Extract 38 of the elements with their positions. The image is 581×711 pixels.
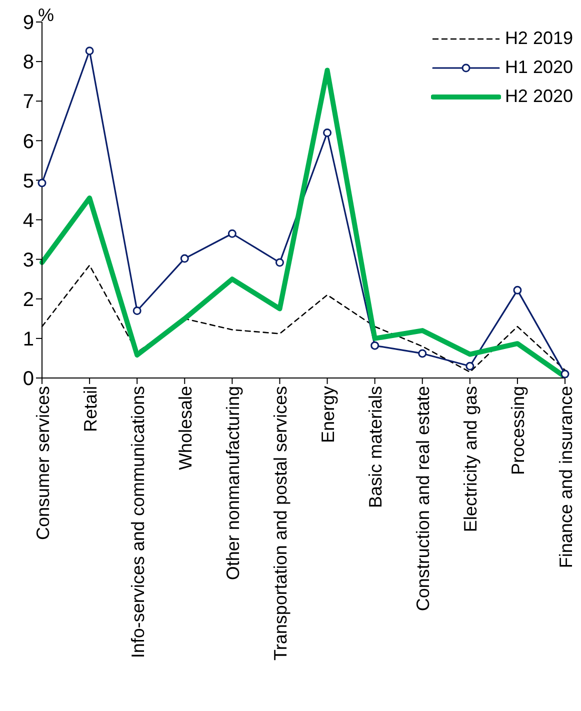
x-tick-label: Other nonmanufacturing	[222, 386, 243, 580]
point	[275, 258, 284, 267]
point	[323, 128, 332, 138]
point	[513, 286, 522, 294]
y-tick-label: 1	[22, 328, 34, 351]
y-tick-label: 5	[22, 170, 34, 192]
x-tick-label: Energy	[318, 386, 338, 444]
point	[418, 349, 427, 358]
y-tick-label: 6	[22, 130, 34, 153]
y-tick-label: 3	[22, 249, 34, 272]
point	[38, 178, 46, 188]
y-tick-label: 7	[22, 91, 34, 114]
x-tick-label: Consumer services	[32, 386, 53, 540]
y-tick-label: 0	[22, 368, 34, 390]
x-tick-label: Electricity and gas	[460, 386, 481, 532]
point	[370, 341, 380, 350]
x-tick-label: Processing	[508, 386, 528, 476]
legend-label: H2 2019	[504, 27, 573, 50]
x-tick-label: Info-services and communications	[128, 386, 148, 658]
y-tick-label: 8	[22, 52, 34, 74]
x-tick-label: Finance and insurance	[556, 386, 576, 568]
point	[228, 229, 236, 238]
point	[466, 362, 474, 370]
y-tick-label: 9	[22, 12, 34, 34]
x-tick-label: Construction and real estate	[413, 386, 434, 612]
point	[85, 46, 94, 56]
y-tick-label: 4	[22, 210, 34, 232]
legend-label: H2 2020	[504, 85, 573, 108]
y-axis-title: %	[38, 4, 54, 25]
point	[180, 254, 189, 263]
point	[560, 370, 570, 378]
x-tick-label: Basic materials	[366, 386, 386, 508]
point	[132, 306, 142, 316]
legend-label: H1 2020	[504, 56, 573, 79]
x-tick-label: Retail	[80, 386, 100, 432]
x-tick-label: Transportation and postal services	[270, 386, 291, 660]
y-tick-label: 2	[22, 288, 34, 311]
x-tick-label: Wholesale	[175, 386, 196, 470]
